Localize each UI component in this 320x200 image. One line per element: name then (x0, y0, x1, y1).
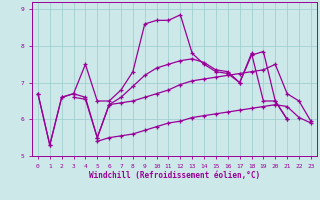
X-axis label: Windchill (Refroidissement éolien,°C): Windchill (Refroidissement éolien,°C) (89, 171, 260, 180)
